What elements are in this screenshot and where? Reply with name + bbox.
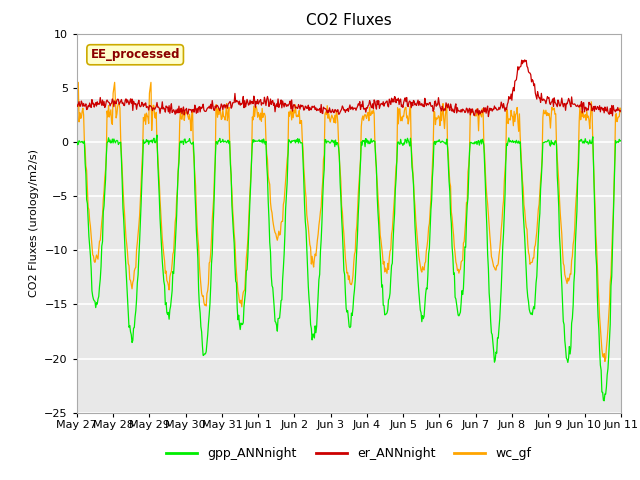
wc_gf [431, 122, 439, 128]
wc_gf [601, 359, 609, 364]
wc_gf [617, 109, 625, 115]
er_ANNnight [415, 103, 422, 108]
gpp_ANNnight [139, 162, 147, 168]
wc_gf [223, 118, 231, 123]
er_ANNnight [521, 57, 529, 63]
wc_gf [73, 90, 81, 96]
gpp_ANNnight [153, 132, 161, 138]
Y-axis label: CO2 Fluxes (urology/m2/s): CO2 Fluxes (urology/m2/s) [29, 149, 38, 297]
wc_gf [195, 243, 202, 249]
gpp_ANNnight [600, 398, 608, 404]
er_ANNnight [139, 101, 147, 107]
Bar [77, 98, 621, 413]
er_ANNnight [194, 110, 202, 116]
gpp_ANNnight [617, 138, 625, 144]
gpp_ANNnight [416, 298, 424, 303]
wc_gf [84, 186, 92, 192]
Legend: gpp_ANNnight, er_ANNnight, wc_gf: gpp_ANNnight, er_ANNnight, wc_gf [161, 443, 536, 465]
er_ANNnight [617, 108, 625, 114]
Title: CO2 Fluxes: CO2 Fluxes [306, 13, 392, 28]
er_ANNnight [431, 99, 438, 105]
gpp_ANNnight [431, 142, 439, 147]
Line: er_ANNnight: er_ANNnight [77, 60, 621, 117]
gpp_ANNnight [195, 287, 202, 292]
er_ANNnight [83, 107, 90, 112]
wc_gf [140, 115, 147, 120]
gpp_ANNnight [223, 139, 231, 144]
er_ANNnight [484, 114, 492, 120]
er_ANNnight [223, 102, 230, 108]
gpp_ANNnight [73, 139, 81, 144]
Line: gpp_ANNnight: gpp_ANNnight [77, 135, 621, 401]
Line: wc_gf: wc_gf [77, 83, 621, 361]
gpp_ANNnight [83, 197, 90, 203]
wc_gf [74, 80, 82, 85]
wc_gf [416, 258, 424, 264]
er_ANNnight [73, 102, 81, 108]
Text: EE_processed: EE_processed [90, 48, 180, 61]
